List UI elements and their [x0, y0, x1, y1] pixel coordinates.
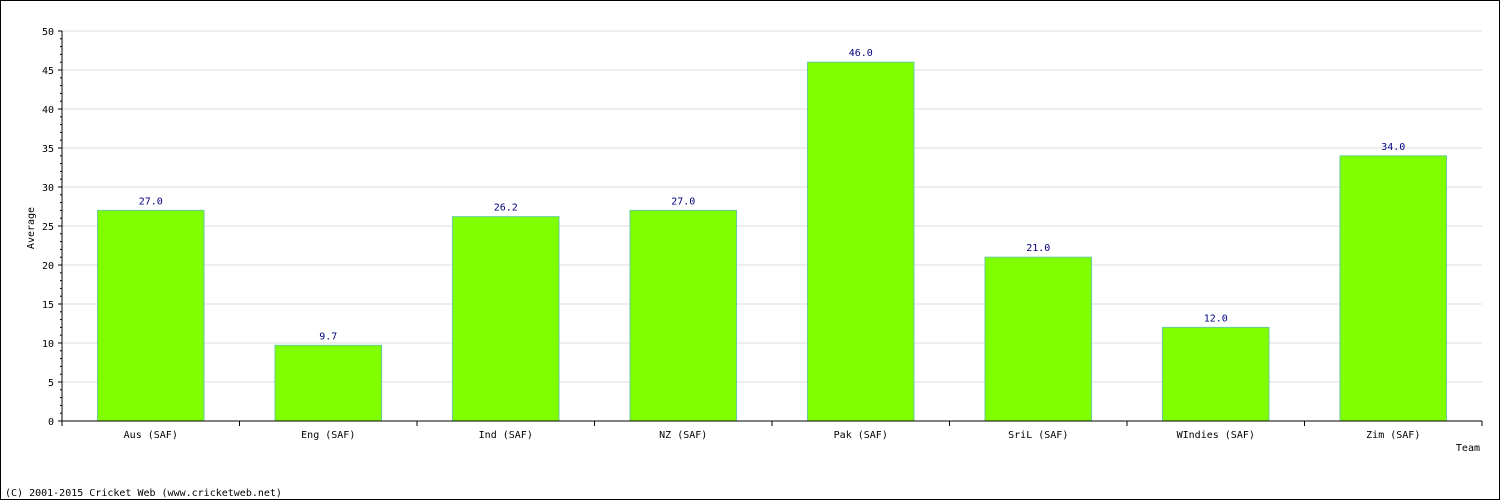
bar-value-label: 21.0 [1026, 243, 1050, 254]
x-tick-label: WIndies (SAF) [1177, 430, 1255, 441]
y-tick-label: 40 [42, 105, 54, 116]
x-tick-label: Zim (SAF) [1366, 430, 1420, 441]
grid-lines [62, 30, 1482, 383]
axes [58, 30, 1483, 426]
y-tick-label: 0 [48, 417, 54, 428]
bar-value-label: 34.0 [1381, 142, 1405, 153]
x-tick-label: Pak (SAF) [834, 430, 888, 441]
bars [97, 61, 1447, 422]
bar-value-label: 12.0 [1204, 313, 1228, 324]
x-tick-label: Eng (SAF) [301, 430, 355, 441]
bar [807, 61, 915, 422]
bar [1162, 326, 1270, 422]
x-tick-label: Aus (SAF) [124, 430, 178, 441]
y-tick-label: 35 [42, 144, 54, 155]
x-tick-label: SriL (SAF) [1008, 430, 1068, 441]
bar-value-label: 26.2 [494, 203, 518, 214]
y-tick-label: 20 [42, 261, 54, 272]
copyright-footer: (C) 2001-2015 Cricket Web (www.cricketwe… [5, 488, 282, 499]
y-tick-label: 5 [48, 378, 54, 389]
x-tick-label: NZ (SAF) [659, 430, 707, 441]
bar [629, 209, 737, 422]
bar-value-label: 9.7 [319, 331, 337, 342]
bar-value-label: 46.0 [849, 48, 873, 59]
y-tick-label: 10 [42, 339, 54, 350]
y-axis-title: Average [26, 207, 37, 249]
bar [274, 344, 382, 422]
y-tick-label: 50 [42, 27, 54, 38]
x-axis-title: Team [1456, 443, 1480, 454]
bar [452, 216, 560, 422]
labels: 0 5 10 15 20 25 30 35 40 45 50 27.0 Aus (SAF) 9.7 Eng … [42, 27, 1420, 441]
bar-value-label: 27.0 [671, 196, 695, 207]
x-tick-label: Ind (SAF) [479, 430, 533, 441]
y-tick-label: 30 [42, 183, 54, 194]
bar-value-label: 27.0 [139, 196, 163, 207]
bar [1339, 155, 1447, 422]
y-tick-label: 25 [42, 222, 54, 233]
y-tick-label: 45 [42, 66, 54, 77]
bar [97, 209, 205, 422]
y-tick-label: 15 [42, 300, 54, 311]
bar [984, 256, 1092, 422]
